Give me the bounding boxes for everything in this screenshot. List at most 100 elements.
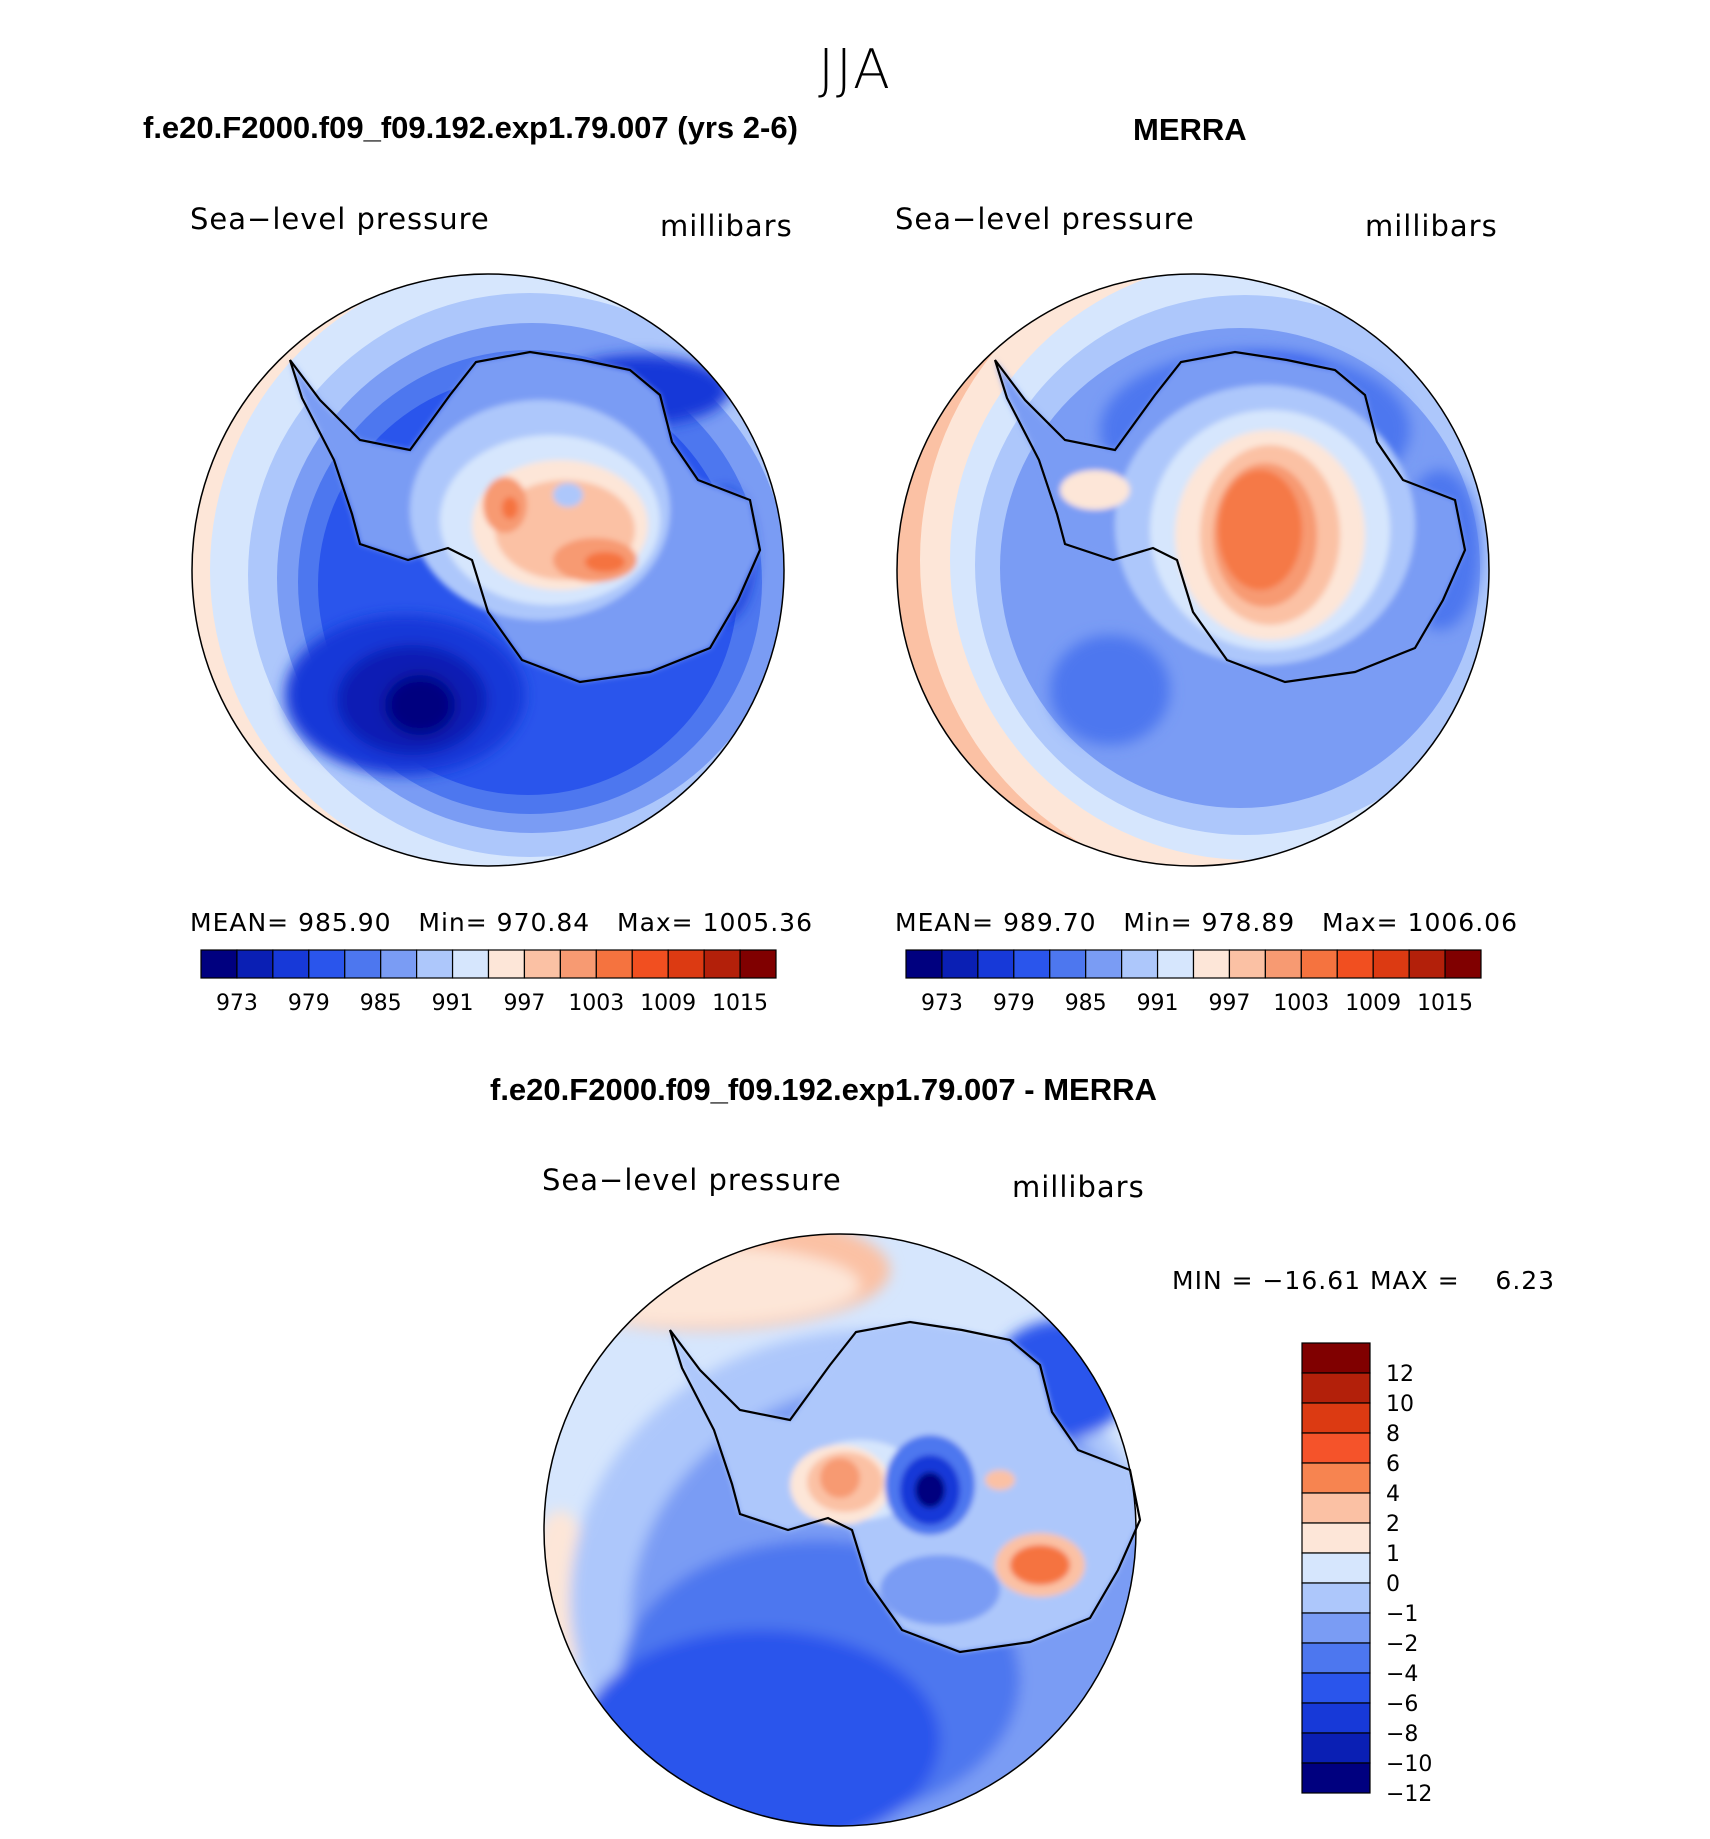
- model-colorbar-tick-label: 997: [503, 991, 545, 1016]
- model-max-value: 1005.36: [702, 908, 813, 937]
- model-units-label: millibars: [660, 209, 793, 243]
- obs-colorbar-swatch: [977, 949, 1015, 979]
- model-colorbar-swatch: [380, 949, 418, 979]
- obs-max-value: 1006.06: [1407, 908, 1518, 937]
- model-colorbar-swatch: [703, 949, 741, 979]
- difference-colorbar-tick-label: −1: [1386, 1602, 1418, 1627]
- obs-colorbar-tick-label: 973: [921, 991, 963, 1016]
- obs-stats: MEAN= 989.70 Min= 978.89 Max= 1006.06: [895, 908, 1518, 937]
- obs-mean-label: MEAN=: [895, 908, 995, 937]
- obs-colorbar-swatch: [1049, 949, 1087, 979]
- difference-colorbar-tick-label: 1: [1386, 1542, 1400, 1567]
- obs-max-label: Max=: [1322, 908, 1399, 937]
- model-colorbar-swatch: [236, 949, 274, 979]
- model-colorbar: 973 979 985 991 997 1003 1009 1015: [200, 949, 777, 1016]
- model-colorbar-swatch: [487, 949, 526, 979]
- model-colorbar-swatch: [631, 949, 669, 979]
- obs-colorbar-tick-label: 1009: [1345, 991, 1401, 1016]
- difference-colorbar-swatch: [1301, 1432, 1371, 1464]
- model-colorbar-swatch: [200, 949, 238, 979]
- difference-colorbar-tick-label: 8: [1386, 1422, 1400, 1447]
- difference-colorbar-swatch: [1301, 1612, 1371, 1644]
- model-stats: MEAN= 985.90 Min= 970.84 Max= 1005.36: [190, 908, 813, 937]
- difference-units-label: millibars: [1012, 1170, 1145, 1204]
- obs-colorbar: 973 979 985 991 997 1003 1009 1015: [905, 949, 1482, 1016]
- model-colorbar-swatch: [451, 949, 490, 979]
- obs-colorbar-swatch: [941, 949, 979, 979]
- model-colorbar-tick-label: 991: [432, 991, 474, 1016]
- obs-colorbar-tick-label: 991: [1137, 991, 1179, 1016]
- difference-colorbar-swatch: [1301, 1672, 1371, 1704]
- difference-colorbar-swatch: [1301, 1492, 1371, 1524]
- model-colorbar-tick-label: 973: [216, 991, 258, 1016]
- model-colorbar-swatch: [595, 949, 633, 979]
- difference-colorbar-swatch: [1301, 1642, 1371, 1674]
- obs-colorbar-swatch: [1085, 949, 1123, 979]
- obs-mean-value: 989.70: [1003, 908, 1097, 937]
- obs-variable-label: Sea−level pressure: [895, 202, 1195, 236]
- model-colorbar-tick-label: 979: [288, 991, 330, 1016]
- model-slp-map: [191, 273, 785, 867]
- difference-colorbar-swatch: [1301, 1342, 1371, 1374]
- model-max-label: Max=: [617, 908, 694, 937]
- model-mean-label: MEAN=: [190, 908, 290, 937]
- model-colorbar-swatch: [416, 949, 454, 979]
- model-colorbar-swatch: [667, 949, 705, 979]
- obs-colorbar-swatch: [1228, 949, 1266, 979]
- obs-colorbar-swatch: [1264, 949, 1302, 979]
- model-colorbar-swatch: [272, 949, 310, 979]
- model-colorbar-tick-label: 1015: [712, 991, 768, 1016]
- obs-colorbar-swatch: [1013, 949, 1051, 979]
- difference-colorbar-tick-label: 10: [1386, 1392, 1414, 1417]
- difference-colorbar-swatch: [1301, 1762, 1371, 1794]
- model-min-value: 970.84: [496, 908, 591, 937]
- difference-colorbar-swatch: [1301, 1702, 1371, 1734]
- model-panel-title: f.e20.F2000.f09_f09.192.exp1.79.007 (yrs…: [143, 110, 798, 145]
- model-colorbar-swatch: [344, 949, 382, 979]
- difference-colorbar-tick-label: −12: [1386, 1782, 1432, 1807]
- difference-colorbar-swatch: [1301, 1552, 1371, 1584]
- model-mean-value: 985.90: [298, 908, 392, 937]
- model-colorbar-tick-label: 985: [360, 991, 402, 1016]
- obs-colorbar-tick-label: 979: [993, 991, 1035, 1016]
- obs-colorbar-swatch: [1444, 949, 1482, 979]
- model-colorbar-swatch: [308, 949, 346, 979]
- obs-colorbar-swatch: [1156, 949, 1195, 979]
- obs-colorbar-tick-label: 1003: [1273, 991, 1329, 1016]
- season-title: JJA: [818, 38, 892, 101]
- obs-panel-title: MERRA: [1133, 112, 1247, 147]
- difference-colorbar-tick-label: 6: [1386, 1452, 1400, 1477]
- difference-colorbar-tick-label: −10: [1386, 1752, 1432, 1777]
- model-colorbar-tick-label: 1003: [568, 991, 624, 1016]
- difference-colorbar-swatch: [1301, 1582, 1371, 1614]
- difference-colorbar-tick-label: 0: [1386, 1572, 1400, 1597]
- obs-colorbar-swatch: [1300, 949, 1338, 979]
- obs-colorbar-swatch: [1408, 949, 1446, 979]
- obs-min-label: Min=: [1123, 908, 1193, 937]
- difference-colorbar-tick-label: 2: [1386, 1512, 1400, 1537]
- difference-colorbar-tick-label: 12: [1386, 1362, 1414, 1387]
- obs-colorbar-swatch: [1336, 949, 1374, 979]
- model-colorbar-tick-label: 1009: [640, 991, 696, 1016]
- difference-min-max: MIN = −16.61 MAX = 6.23: [1172, 1266, 1556, 1295]
- difference-panel-title: f.e20.F2000.f09_f09.192.exp1.79.007 - ME…: [490, 1072, 1157, 1107]
- obs-colorbar-tick-label: 997: [1208, 991, 1250, 1016]
- obs-slp-map: [896, 273, 1490, 867]
- obs-units-label: millibars: [1365, 209, 1498, 243]
- difference-colorbar-swatch: [1301, 1372, 1371, 1404]
- difference-colorbar-swatch: [1301, 1732, 1371, 1764]
- difference-colorbar-swatch: [1301, 1522, 1371, 1554]
- obs-colorbar-swatch: [1121, 949, 1159, 979]
- obs-colorbar-swatch: [1192, 949, 1231, 979]
- model-colorbar-swatch: [739, 949, 777, 979]
- obs-colorbar-swatch: [905, 949, 943, 979]
- obs-colorbar-tick-label: 1015: [1417, 991, 1473, 1016]
- model-variable-label: Sea−level pressure: [190, 202, 490, 236]
- difference-colorbar-tick-label: −6: [1386, 1692, 1418, 1717]
- model-colorbar-swatch: [523, 949, 561, 979]
- model-min-label: Min=: [418, 908, 488, 937]
- obs-colorbar-tick-label: 985: [1065, 991, 1107, 1016]
- difference-colorbar-swatch: [1301, 1462, 1371, 1494]
